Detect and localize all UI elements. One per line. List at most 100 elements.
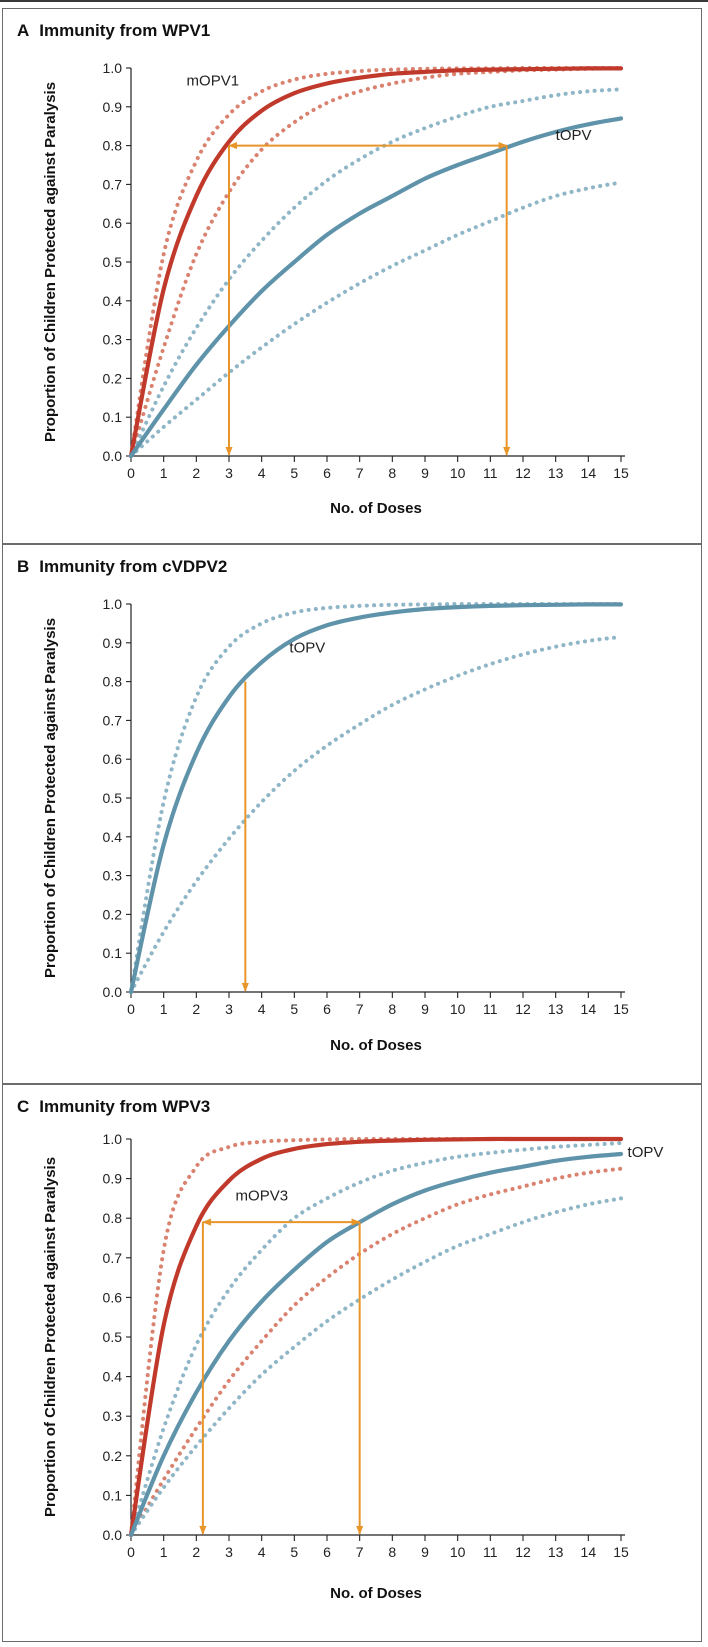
x-tick-label: 5 [290, 465, 298, 481]
y-tick-label: 0.5 [103, 790, 123, 806]
x-tick-label: 4 [258, 465, 266, 481]
axes: 0.00.10.20.30.40.50.60.70.80.91.00 1 2 3 4 5 6… [103, 596, 629, 1017]
x-tick-label: 2 [192, 1001, 200, 1017]
y-tick-label: 0.9 [103, 99, 123, 115]
y-tick-label: 0.7 [103, 712, 123, 728]
y-tick-label: 0.8 [103, 674, 123, 690]
y-axis-label: Proportion of Children Protected against… [42, 618, 59, 978]
panel-a-letter: A [17, 21, 30, 40]
y-tick-label: 0.0 [103, 984, 123, 1000]
y-tick-label: 0.4 [103, 293, 123, 309]
x-tick-label: 6 [323, 1001, 331, 1017]
top-rule [0, 0, 708, 2]
x-axis-label: No. of Doses [330, 500, 422, 517]
x-tick-label: 0 [127, 1001, 135, 1017]
x-tick-label: 9 [421, 1544, 429, 1560]
x-tick-label: 14 [581, 1544, 597, 1560]
panel-c-letter: C [17, 1097, 30, 1116]
y-tick-label: 0.8 [103, 138, 123, 154]
x-tick-label: 12 [515, 1001, 531, 1017]
y-tick-label: 0.0 [103, 448, 123, 464]
series-label-topv: tOPV [289, 640, 325, 657]
x-tick-label: 14 [581, 465, 597, 481]
panel-c: C Immunity from WPV3 0.0 0.1 0.2 0.3 0.4 0.5 0.… [2, 1084, 702, 1642]
confidence-band-line-bound [129, 87, 623, 458]
x-tick-label: 3 [225, 1001, 233, 1017]
panel-a: A Immunity from WPV1 0.0 0.1 0.2 0.3 0.4 0.5 0.… [2, 8, 702, 544]
y-tick-label: 0.7 [103, 1250, 123, 1266]
y-tick-label: 0.4 [103, 1369, 123, 1385]
y-tick-label: 0.1 [103, 945, 123, 961]
x-tick-label: 8 [388, 1001, 396, 1017]
y-tick-label: 1.0 [103, 1131, 123, 1147]
panel-b-title: B Immunity from cVDPV2 [17, 557, 227, 577]
confidence-band-line-bound [129, 601, 623, 994]
x-axis-label: No. of Doses [330, 1585, 422, 1602]
x-tick-label: 13 [548, 465, 564, 481]
y-tick-label: 0.3 [103, 332, 123, 348]
x-tick-label: 1 [160, 465, 168, 481]
x-tick-label: 6 [323, 465, 331, 481]
y-tick-label: 0.0 [103, 1527, 123, 1543]
panel-a-title-text: Immunity from WPV1 [39, 21, 211, 40]
axes: 0.00.10.20.30.40.50.60.70.80.91.00 1 2 3 4 5 6… [103, 60, 629, 481]
x-tick-label: 10 [450, 1544, 466, 1560]
series-line-mopv3 [128, 1136, 624, 1538]
y-tick-label: 0.2 [103, 1448, 123, 1464]
x-tick-label: 8 [388, 1544, 396, 1560]
y-tick-label: 0.6 [103, 215, 123, 231]
y-tick-label: 1.0 [103, 60, 123, 76]
x-tick-label: 15 [613, 1001, 629, 1017]
confidence-band-line-bound [129, 635, 623, 994]
confidence-band-line-bound [129, 1196, 623, 1537]
y-tick-label: 0.4 [103, 829, 123, 845]
x-axis-label: No. of Doses [330, 1037, 422, 1054]
x-tick-label: 13 [548, 1544, 564, 1560]
x-tick-label: 11 [483, 465, 498, 481]
x-tick-label: 6 [323, 1544, 331, 1560]
x-tick-label: 0 [127, 1544, 135, 1560]
y-tick-label: 0.6 [103, 1289, 123, 1305]
panel-b-title-text: Immunity from cVDPV2 [39, 557, 228, 576]
series-label-mopv3: mOPV3 [236, 1187, 289, 1204]
series-line-topv [128, 116, 624, 459]
y-tick-label: 0.9 [103, 1171, 123, 1187]
y-axis-label: Proportion of Children Protected against… [42, 1157, 59, 1517]
panel-c-title-text: Immunity from WPV3 [39, 1097, 211, 1116]
y-tick-label: 0.3 [103, 868, 123, 884]
confidence-band-line-bound [129, 65, 623, 458]
x-tick-label: 3 [225, 1544, 233, 1560]
series-label-mopv1: mOPV1 [187, 72, 240, 89]
x-tick-label: 2 [192, 1544, 200, 1560]
panel-a-chart: 0.00.10.20.30.40.50.60.70.80.91.00 1 2 3 4 5 6… [42, 60, 629, 517]
y-tick-label: 1.0 [103, 596, 123, 612]
x-tick-label: 14 [581, 1001, 597, 1017]
x-tick-label: 8 [388, 465, 396, 481]
series-line-mopv1 [128, 66, 624, 459]
x-tick-label: 9 [421, 465, 429, 481]
panel-b: B Immunity from cVDPV2 0.0 0.1 0.2 0.3 0.4 0.5… [2, 544, 702, 1084]
x-tick-label: 5 [290, 1001, 298, 1017]
x-tick-label: 2 [192, 465, 200, 481]
x-tick-label: 15 [613, 1544, 629, 1560]
x-tick-label: 11 [483, 1544, 498, 1560]
confidence-band-line-bound [129, 180, 623, 458]
y-tick-label: 0.2 [103, 370, 123, 386]
confidence-band-line-bound [129, 1141, 623, 1537]
panel-c-chart: 0.00.10.20.30.40.50.60.70.80.91.00 1 2 3 4 5 6… [42, 1131, 663, 1602]
y-tick-label: 0.9 [103, 635, 123, 651]
x-tick-label: 4 [258, 1544, 266, 1560]
x-tick-label: 5 [290, 1544, 298, 1560]
x-tick-label: 13 [548, 1001, 564, 1017]
y-tick-label: 0.8 [103, 1210, 123, 1226]
panel-c-title: C Immunity from WPV3 [17, 1097, 210, 1117]
x-tick-label: 11 [483, 1001, 498, 1017]
x-tick-label: 4 [258, 1001, 266, 1017]
x-tick-label: 12 [515, 1544, 531, 1560]
x-tick-label: 10 [450, 465, 466, 481]
y-tick-label: 0.1 [103, 1487, 123, 1503]
y-tick-label: 0.5 [103, 254, 123, 270]
x-tick-label: 9 [421, 1001, 429, 1017]
series-line-topv [128, 602, 624, 995]
